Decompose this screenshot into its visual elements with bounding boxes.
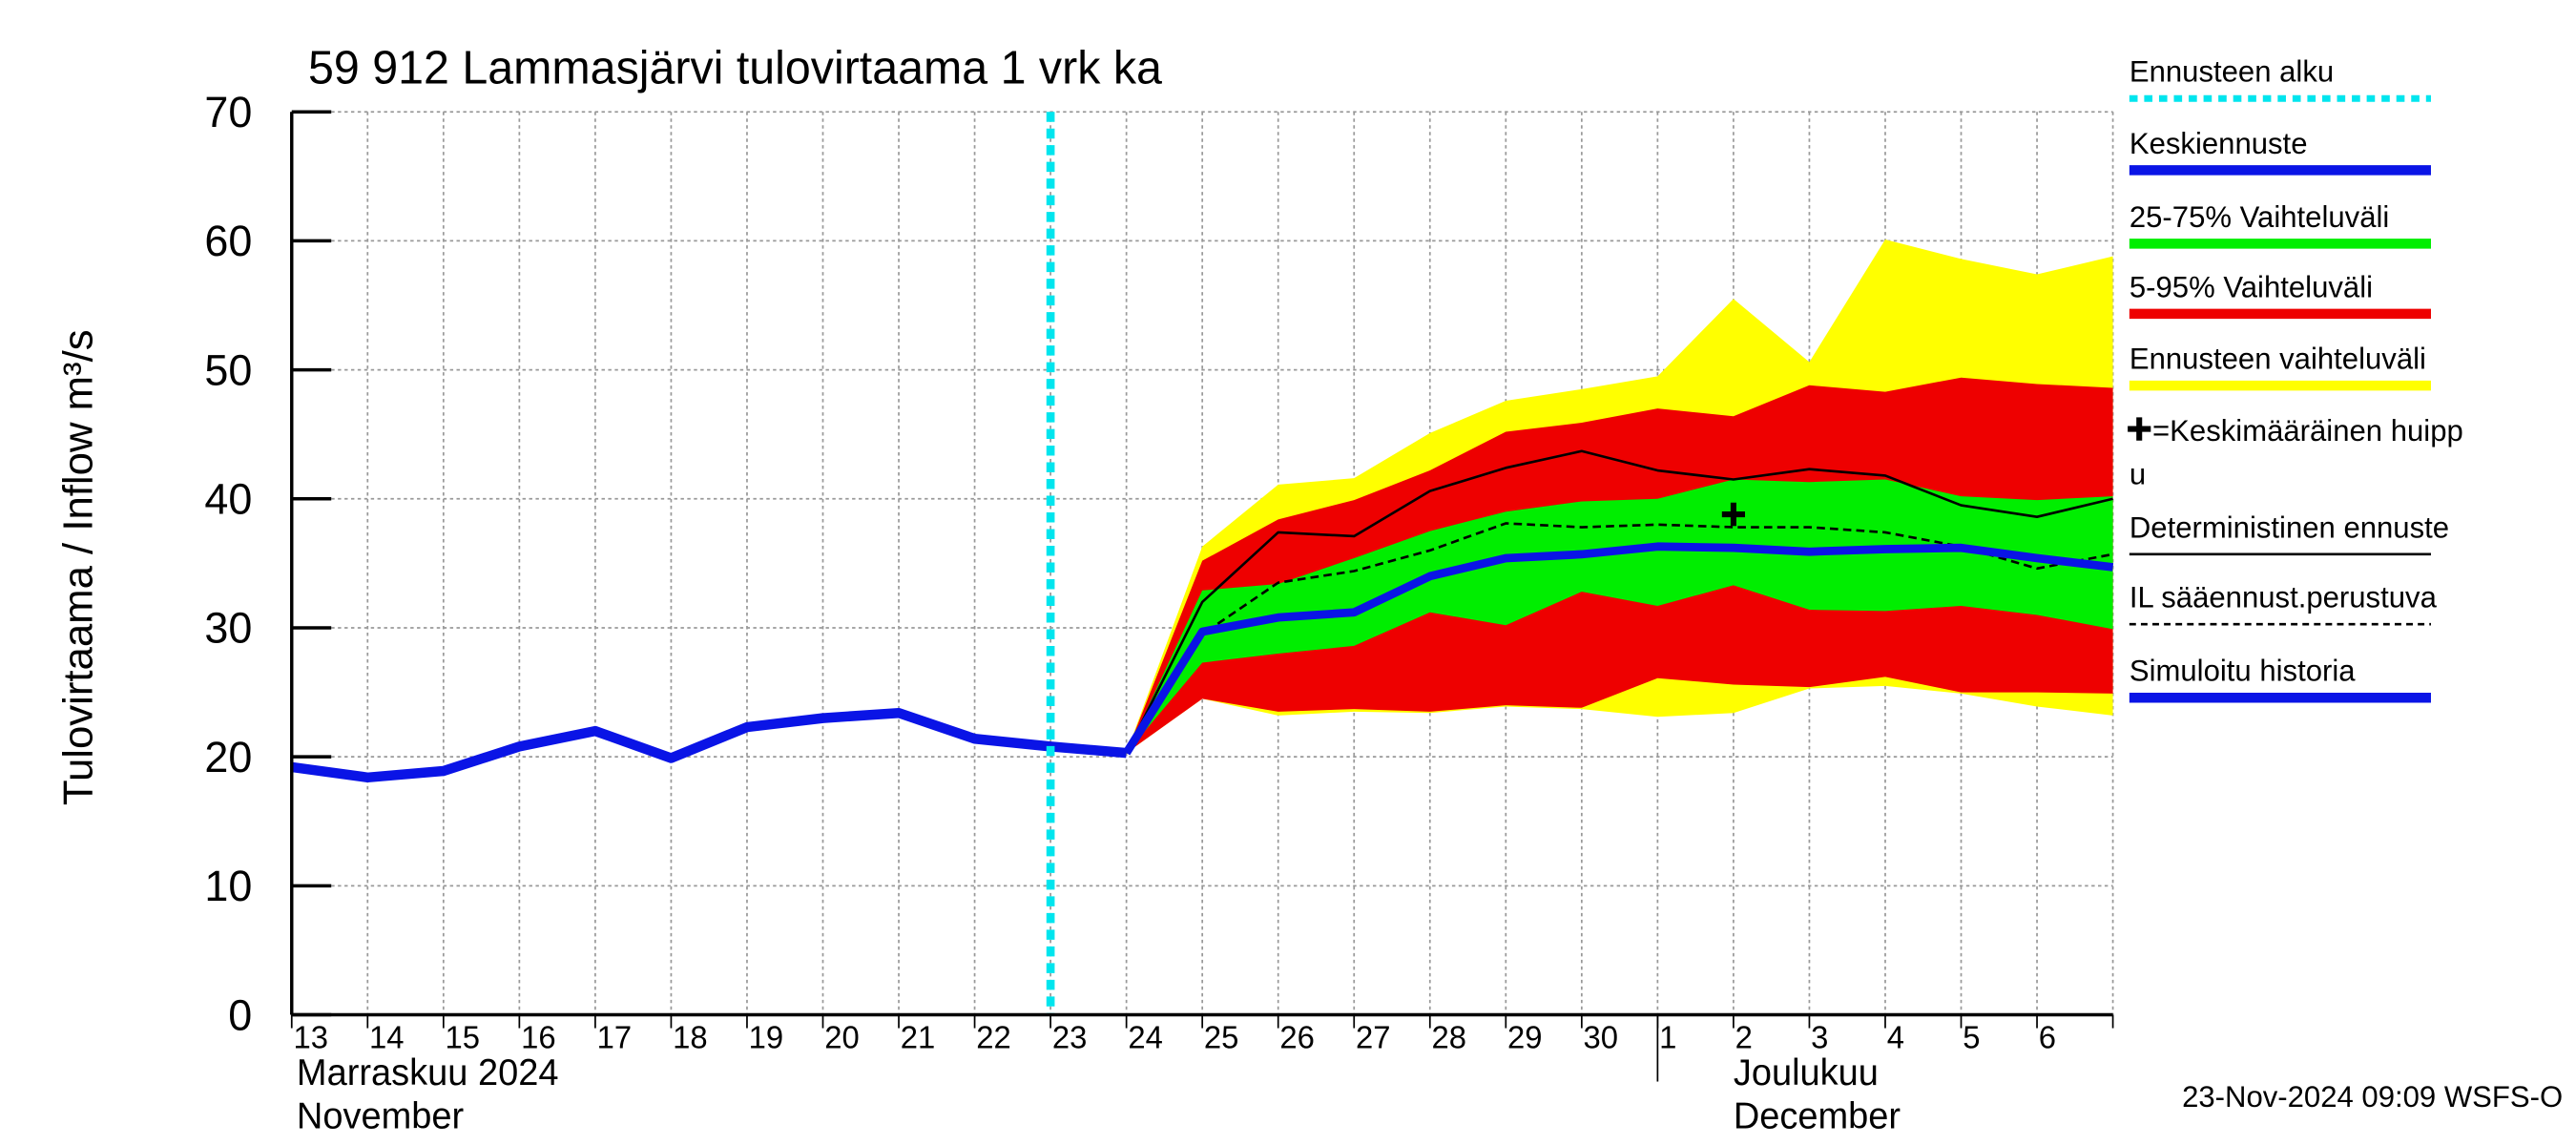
series-line (1122, 542, 2114, 756)
month-label: Marraskuu 2024 (297, 1052, 559, 1093)
x-tick-label: 24 (1128, 1019, 1163, 1054)
legend-label: Ennusteen alku (2129, 55, 2334, 89)
month-label: November (297, 1095, 465, 1136)
x-tick-label: 13 (293, 1019, 328, 1054)
x-tick-label: 4 (1887, 1019, 1904, 1054)
y-tick-label: 30 (204, 603, 252, 652)
x-tick-label: 22 (976, 1019, 1011, 1054)
y-tick-label: 10 (204, 862, 252, 910)
x-tick-label: 28 (1432, 1019, 1467, 1054)
y-tick-label: 0 (228, 990, 252, 1039)
x-tick-label: 29 (1507, 1019, 1543, 1054)
legend-label: Simuloitu historia (2129, 655, 2356, 688)
x-tick-label: 27 (1356, 1019, 1391, 1054)
x-tick-label: 26 (1279, 1019, 1315, 1054)
legend-label: 25-75% Vaihteluväli (2129, 200, 2389, 234)
y-tick-label: 70 (204, 88, 252, 136)
x-tick-label: 25 (1204, 1019, 1239, 1054)
legend-label: Ennusteen vaihteluväli (2129, 342, 2426, 375)
x-tick-label: 2 (1735, 1019, 1753, 1054)
x-tick-label: 23 (1052, 1019, 1088, 1054)
x-tick-label: 1 (1659, 1019, 1676, 1054)
y-tick-label: 20 (204, 733, 252, 781)
y-tick-label: 40 (204, 474, 252, 523)
y-tick-label: 50 (204, 345, 252, 394)
x-tick-label: 20 (824, 1019, 860, 1054)
x-tick-label: 18 (673, 1019, 708, 1054)
legend-label: IL sääennust.perustuva (2129, 581, 2438, 614)
x-tick-label: 6 (2039, 1019, 2056, 1054)
y-axis-label: Tulovirtaama / Inflow m³/s (56, 329, 102, 805)
chart-title: 59 912 Lammasjärvi tulovirtaama 1 vrk ka (308, 42, 1163, 94)
x-tick-label: 19 (749, 1019, 784, 1054)
x-tick-label: 21 (901, 1019, 936, 1054)
legend-label: Deterministinen ennuste (2129, 510, 2449, 544)
y-tick-label: 60 (204, 217, 252, 265)
series-line (1125, 449, 2113, 754)
x-tick-label: 15 (446, 1019, 481, 1054)
legend-label: u (2129, 457, 2146, 490)
timestamp: 23-Nov-2024 09:09 WSFS-O (2182, 1080, 2563, 1114)
x-tick-label: 30 (1584, 1019, 1619, 1054)
x-tick-label: 14 (369, 1019, 405, 1054)
x-tick-label: 5 (1963, 1019, 1980, 1054)
x-tick-label: 3 (1811, 1019, 1828, 1054)
series-line (291, 707, 1128, 783)
peak-marker (1721, 502, 1746, 527)
legend-label: =Keskimääräinen huipp (2152, 414, 2463, 448)
x-tick-label: 16 (521, 1019, 556, 1054)
month-label: December (1734, 1095, 1901, 1136)
legend-symbol (2128, 417, 2151, 441)
legend-label: Keskiennuste (2129, 127, 2308, 160)
x-tick-label: 17 (597, 1019, 633, 1054)
legend-label: 5-95% Vaihteluväli (2129, 270, 2373, 303)
month-label: Joulukuu (1734, 1052, 1879, 1093)
